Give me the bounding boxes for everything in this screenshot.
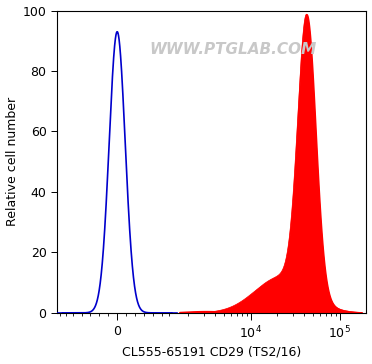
X-axis label: CL555-65191 CD29 (TS2/16): CL555-65191 CD29 (TS2/16) [122,345,301,359]
Y-axis label: Relative cell number: Relative cell number [6,97,19,226]
Text: WWW.PTGLAB.COM: WWW.PTGLAB.COM [150,42,317,58]
